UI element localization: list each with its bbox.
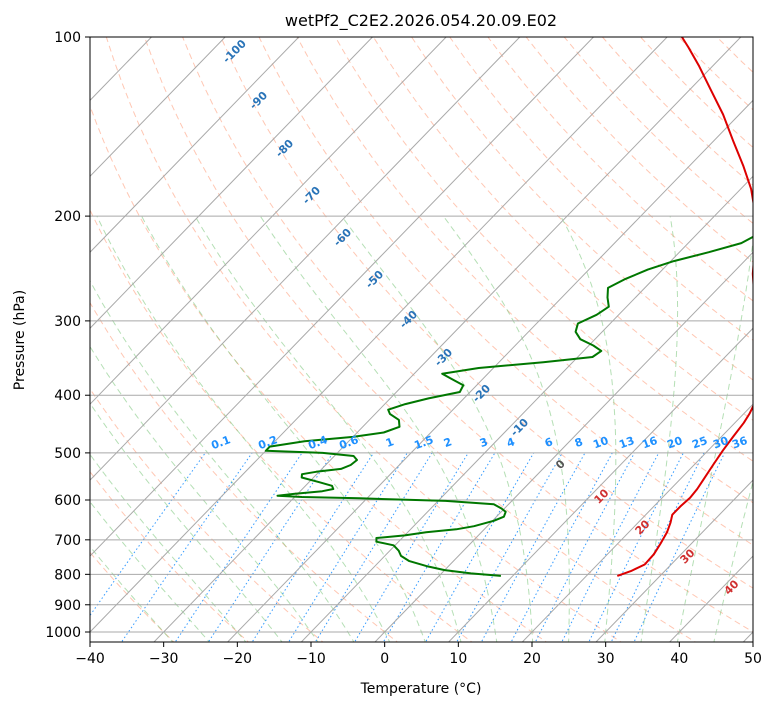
y-tick-label: 900 xyxy=(54,598,81,614)
x-tick-label: 40 xyxy=(670,651,688,667)
y-tick-label: 100 xyxy=(54,30,81,46)
y-tick-label: 500 xyxy=(54,446,81,462)
y-tick-label: 200 xyxy=(54,209,81,225)
y-axis-title: Pressure (hPa) xyxy=(12,290,28,390)
y-tick-label: 600 xyxy=(54,493,81,509)
x-tick-label: −30 xyxy=(149,651,179,667)
y-tick-label: 700 xyxy=(54,533,81,549)
x-tick-label: 10 xyxy=(449,651,467,667)
x-tick-label: −10 xyxy=(296,651,326,667)
x-tick-label: −20 xyxy=(223,651,253,667)
x-tick-label: 0 xyxy=(380,651,389,667)
y-tick-label: 300 xyxy=(54,314,81,330)
x-tick-label: −40 xyxy=(75,651,105,667)
x-tick-label: 20 xyxy=(523,651,541,667)
x-axis-title: Temperature (°C) xyxy=(360,681,482,697)
x-tick-label: 30 xyxy=(597,651,615,667)
y-tick-label: 800 xyxy=(54,567,81,583)
x-tick-label: 50 xyxy=(744,651,762,667)
y-tick-label: 400 xyxy=(54,388,81,404)
chart-title: wetPf2_C2E2.2026.054.20.09.E02 xyxy=(285,11,557,31)
y-tick-label: 1000 xyxy=(45,625,81,641)
